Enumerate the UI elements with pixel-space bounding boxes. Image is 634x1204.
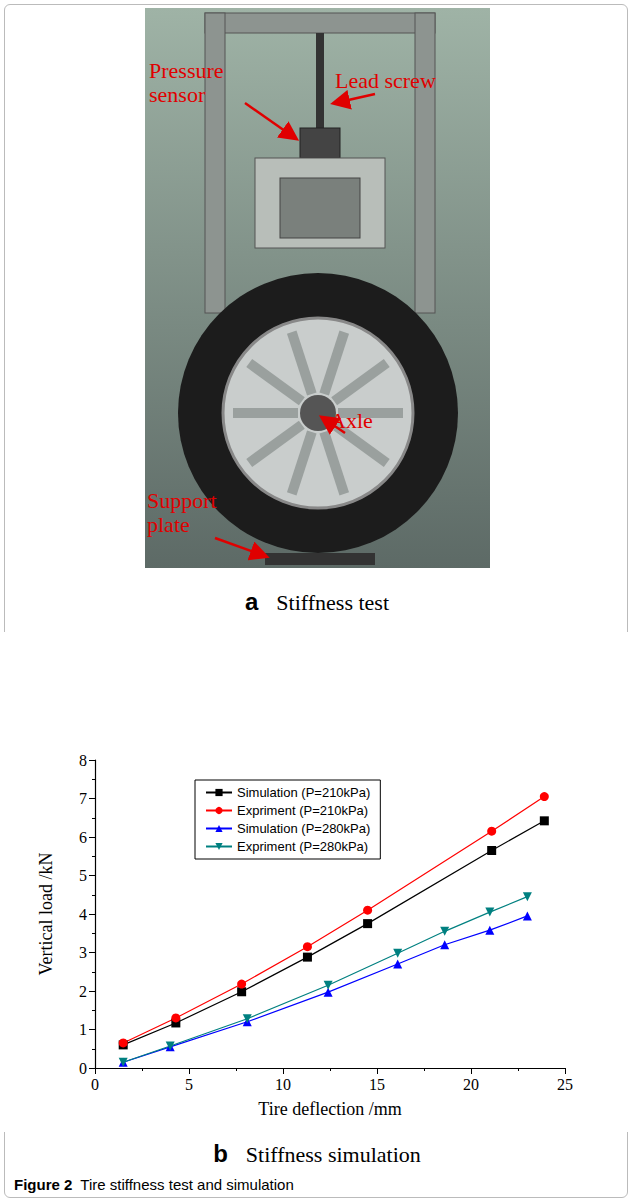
html-text:Figure 2: Figure 2: [14, 1176, 73, 1193]
svg-text:Lead screw: Lead screw: [335, 68, 436, 93]
svg-text:25: 25: [557, 1076, 573, 1093]
svg-text:15: 15: [369, 1076, 385, 1093]
svg-text:Simulation (P=280kPa): Simulation (P=280kPa): [237, 821, 370, 836]
svg-text:Tire deflection /mm: Tire deflection /mm: [258, 1099, 401, 1119]
svg-text:10: 10: [275, 1076, 291, 1093]
svg-text:Pressuresensor: Pressuresensor: [149, 58, 224, 107]
svg-text:20: 20: [463, 1076, 479, 1093]
svg-text:Supportplate: Supportplate: [147, 488, 217, 537]
svg-text:5: 5: [185, 1076, 193, 1093]
svg-text:0: 0: [79, 1060, 87, 1077]
svg-text:6: 6: [79, 829, 87, 846]
svg-text:Vertical load /kN: Vertical load /kN: [36, 853, 56, 976]
html-text:b: b: [213, 1140, 228, 1167]
svg-text:0: 0: [91, 1076, 99, 1093]
html-text:Tire stiffness test and simula: Tire stiffness test and simulation: [80, 1176, 294, 1193]
svg-text:Axle: Axle: [330, 408, 373, 433]
svg-text:7: 7: [79, 790, 87, 807]
svg-text:8: 8: [79, 752, 87, 769]
svg-text:Expriment (P=210kPa): Expriment (P=210kPa): [237, 803, 368, 818]
html-text:Stiffness simulation: Stiffness simulation: [245, 1142, 421, 1167]
svg-text:1: 1: [79, 1021, 87, 1038]
svg-text:4: 4: [79, 906, 87, 923]
svg-text:2: 2: [79, 983, 87, 1000]
svg-text:Expriment (P=280kPa): Expriment (P=280kPa): [237, 839, 368, 854]
html-text:Stiffness test: Stiffness test: [276, 590, 389, 615]
html-text:a: a: [245, 588, 259, 615]
svg-text:5: 5: [79, 867, 87, 884]
svg-text:Simulation (P=210kPa): Simulation (P=210kPa): [237, 785, 370, 800]
svg-text:3: 3: [79, 944, 87, 961]
